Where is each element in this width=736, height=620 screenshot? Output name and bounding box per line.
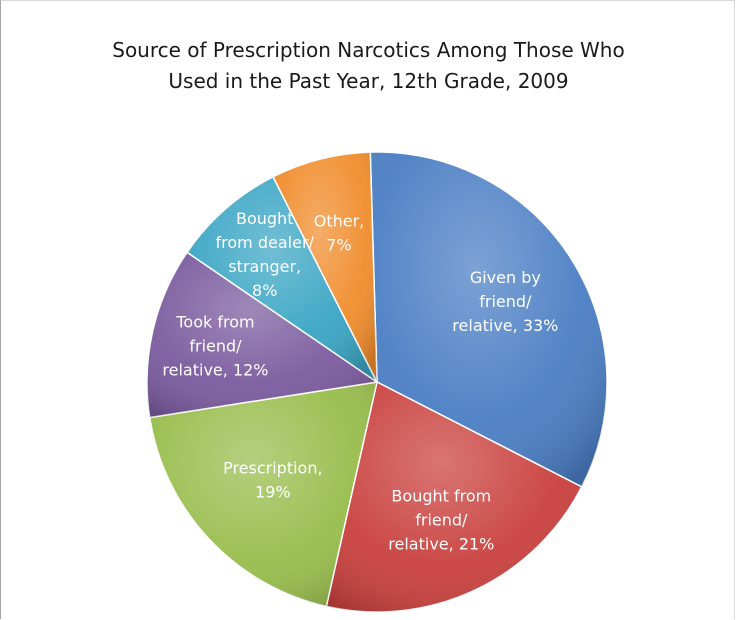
slice-label-line: Given by	[470, 268, 541, 287]
slice-label: Other, 7%	[314, 212, 365, 255]
slice-label: Bought from dealer/stranger, 8%	[216, 209, 315, 300]
slice-label: Bought from friend/relative, 21%	[388, 486, 494, 553]
slice-label: Prescription, 19%	[223, 458, 322, 501]
slice-label: Given by friend/relative, 33%	[452, 268, 558, 335]
slice-label: Took from friend/relative, 12%	[162, 313, 268, 380]
pie-slice-shading	[147, 252, 377, 418]
slice-label-line: Prescription,	[223, 458, 322, 477]
slice-label-line: Bought	[236, 209, 293, 228]
slice-label-line: relative, 21%	[388, 534, 494, 553]
slice-label-line: 8%	[252, 281, 277, 300]
pie-slice-shading	[273, 152, 377, 382]
chart-title: Source of Prescription Narcotics Among T…	[41, 35, 696, 97]
pie-slices	[146, 151, 608, 613]
pie-slice-shading	[149, 382, 377, 607]
slice-label-line: Other,	[314, 212, 365, 231]
pie-slice-shading	[326, 382, 582, 612]
pie-labels: Given by friend/relative, 33% Bought from f…	[162, 209, 558, 553]
pie-slice-shading	[370, 151, 607, 487]
slice-label-line: 19%	[255, 482, 291, 501]
slice-label-line: from dealer/	[216, 233, 315, 252]
slice-label-line: Bought from	[391, 486, 491, 505]
slice-label-line: relative, 33%	[452, 316, 558, 335]
slice-label-line: Took from	[175, 313, 254, 332]
slice-label-line: friend/	[479, 292, 532, 311]
slice-label-line: friend/	[189, 337, 242, 356]
slice-label-line: stranger,	[228, 257, 301, 276]
slice-label-line: friend/	[415, 510, 468, 529]
pie-slice-shading	[187, 176, 377, 382]
chart-title-line-2: Used in the Past Year, 12th Grade, 2009	[168, 69, 569, 93]
chart-title-line-1: Source of Prescription Narcotics Among T…	[112, 38, 625, 62]
slice-label-line: 7%	[326, 236, 351, 255]
slice-label-line: relative, 12%	[162, 361, 268, 380]
